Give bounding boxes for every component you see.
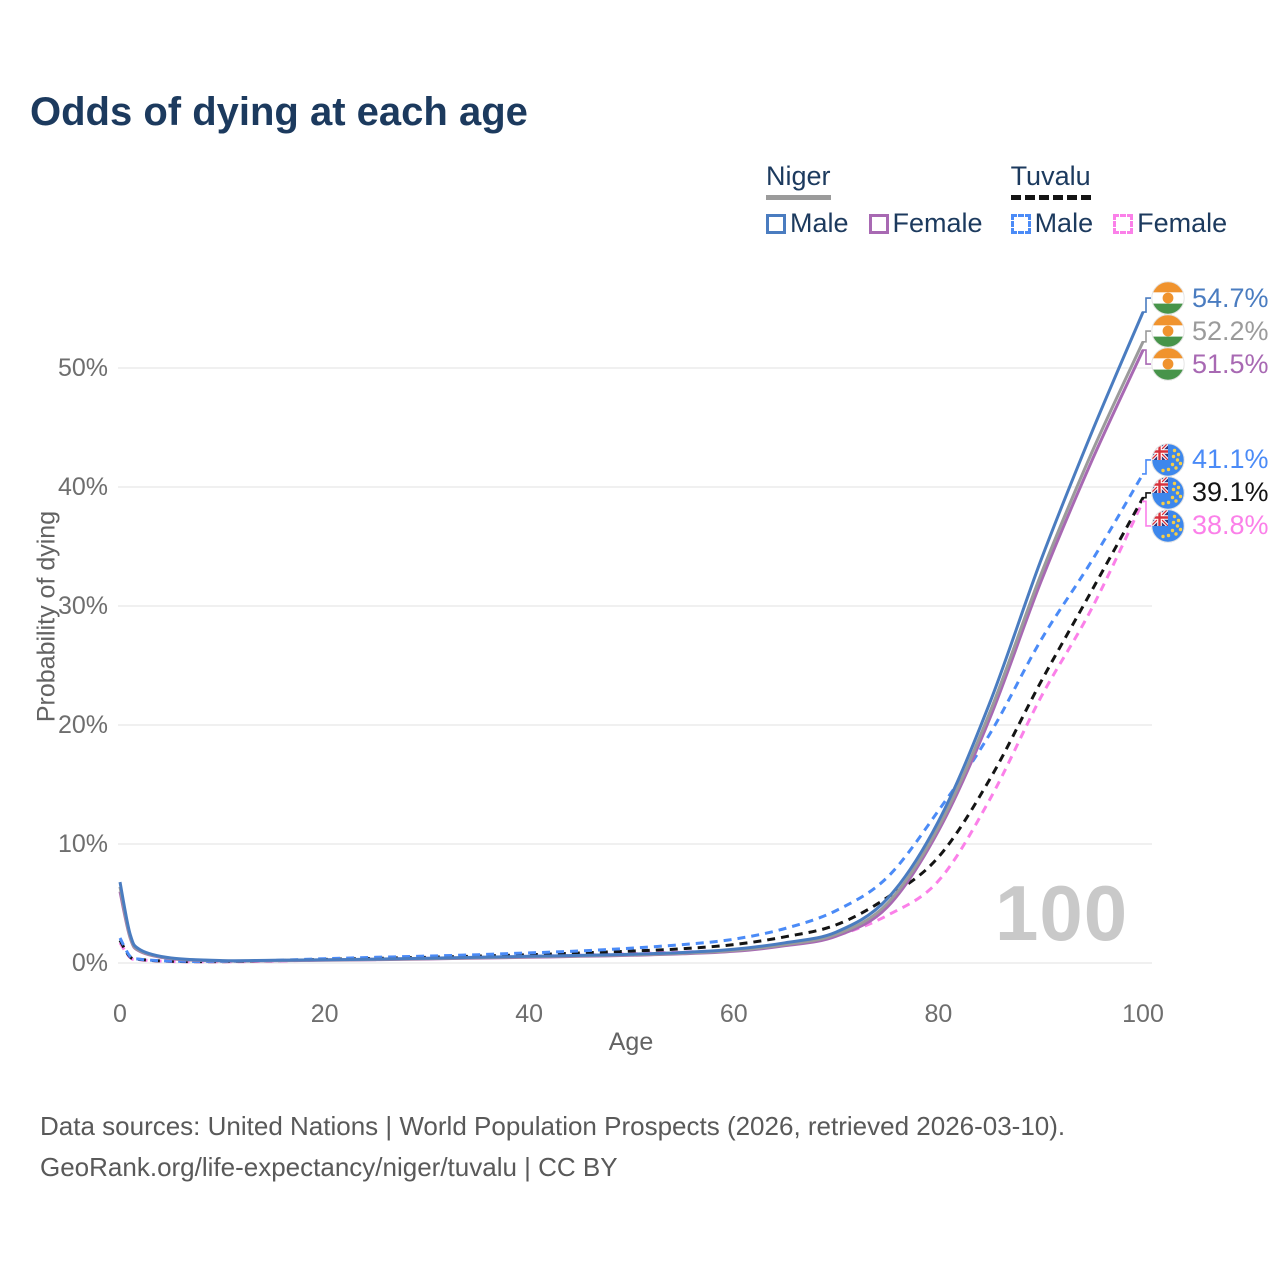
end-label-value: 39.1% <box>1192 477 1269 508</box>
niger-flag-icon <box>1151 347 1185 381</box>
legend-item-tuvalu-male[interactable]: Male <box>1010 208 1094 239</box>
y-tick-label: 50% <box>57 354 108 382</box>
end-label-connector <box>1142 349 1151 365</box>
niger-flag-icon <box>1151 281 1185 315</box>
y-tick-label: 40% <box>57 473 108 501</box>
legend-group-name: Niger <box>766 161 831 200</box>
series-line-niger-female <box>118 349 1145 963</box>
x-tick-label: 20 <box>310 1000 339 1028</box>
end-label-row-niger-both: 52.2% <box>1151 314 1269 348</box>
y-axis-title: Probability of dying <box>32 510 61 723</box>
x-axis-title: Age <box>608 1028 654 1056</box>
y-tick-label: 0% <box>71 949 108 977</box>
end-label-connector <box>1142 459 1151 475</box>
legend-item-label: Male <box>790 208 849 238</box>
end-label-row-niger-male: 54.7% <box>1151 281 1269 315</box>
tuvalu-flag-icon <box>1151 476 1185 510</box>
end-label-row-niger-female: 51.5% <box>1151 347 1269 381</box>
x-tick-label: 100 <box>1122 1000 1164 1028</box>
end-label-value: 38.8% <box>1192 510 1269 541</box>
legend: Niger Male Female Tuvalu Male Female <box>766 161 1227 239</box>
x-tick-label: 0 <box>113 1000 127 1028</box>
niger-flag-icon <box>1151 314 1185 348</box>
footer: Data sources: United Nations | World Pop… <box>40 1106 1065 1188</box>
tuvalu-flag-icon <box>1151 509 1185 543</box>
end-label-row-tuvalu-both: 39.1% <box>1151 476 1269 510</box>
legend-item-tuvalu-female[interactable]: Female <box>1113 208 1227 239</box>
legend-swatch <box>868 213 889 234</box>
legend-item-label: Male <box>1034 208 1094 238</box>
series-line-niger-both <box>118 341 1145 963</box>
tuvalu-flag-icon <box>1151 443 1185 477</box>
end-label-connector <box>1142 492 1151 499</box>
x-tick-label: 60 <box>719 1000 748 1028</box>
legend-swatch <box>766 213 786 234</box>
legend-item-niger-female[interactable]: Female <box>868 208 983 239</box>
footer-data-sources: Data sources: United Nations | World Pop… <box>40 1111 1066 1141</box>
end-label-connector <box>1142 297 1151 313</box>
legend-item-niger-male[interactable]: Male <box>766 208 849 239</box>
page-title: Odds of dying at each age <box>30 90 528 134</box>
x-tick-label: 80 <box>924 1000 953 1028</box>
x-tick-label: 40 <box>515 1000 544 1028</box>
y-tick-label: 30% <box>57 592 108 620</box>
legend-group-tuvalu: Tuvalu Male Female <box>1010 161 1227 239</box>
end-label-connector <box>1142 500 1151 527</box>
y-tick-label: 20% <box>57 711 108 739</box>
age-counter-watermark: 100 <box>995 869 1129 957</box>
end-label-row-tuvalu-female: 38.8% <box>1151 509 1269 543</box>
end-label-row-tuvalu-male: 41.1% <box>1151 443 1269 477</box>
legend-item-label: Female <box>1137 208 1228 238</box>
series-line-niger-male <box>118 311 1145 963</box>
legend-item-label: Female <box>892 208 983 238</box>
footer-attribution: GeoRank.org/life-expectancy/niger/tuvalu… <box>40 1152 618 1182</box>
legend-swatch <box>1113 213 1134 234</box>
legend-group-name: Tuvalu <box>1010 161 1091 200</box>
end-label-value: 52.2% <box>1192 315 1269 346</box>
end-label-value: 54.7% <box>1192 282 1269 313</box>
legend-group-niger: Niger Male Female <box>766 161 983 239</box>
end-label-connector <box>1142 330 1151 343</box>
end-label-value: 41.1% <box>1192 444 1269 475</box>
y-tick-label: 10% <box>57 830 108 858</box>
series-line-tuvalu-both <box>118 496 1145 964</box>
legend-swatch <box>1010 213 1031 234</box>
series-line-tuvalu-male <box>118 473 1145 964</box>
end-label-value: 51.5% <box>1192 348 1269 379</box>
